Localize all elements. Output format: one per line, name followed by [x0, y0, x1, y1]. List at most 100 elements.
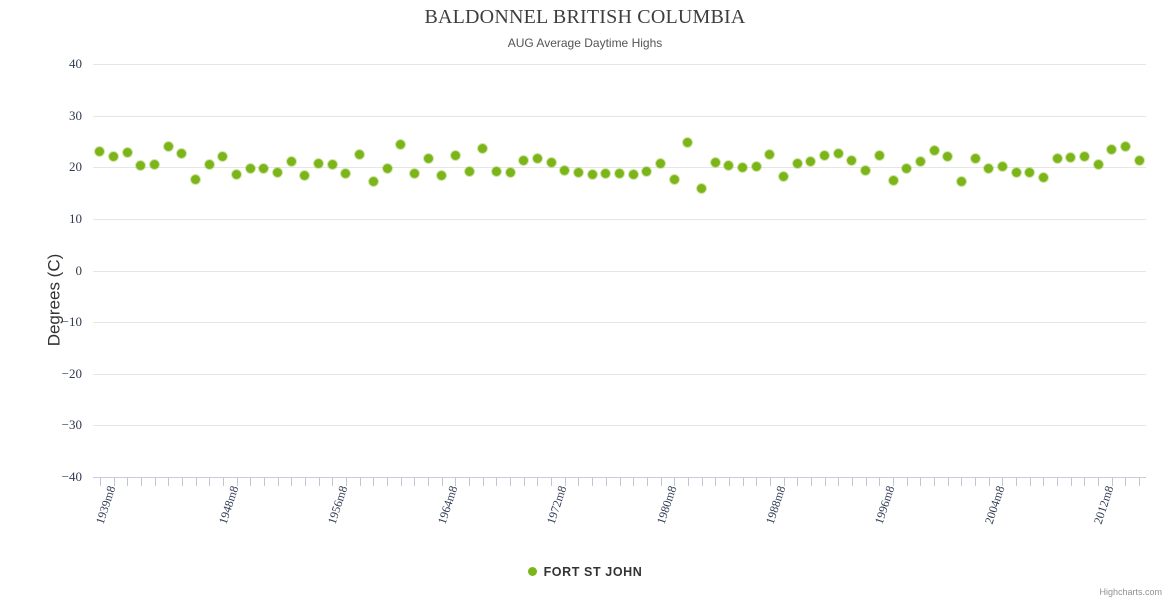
data-point[interactable] — [956, 176, 966, 186]
x-axis-tick — [455, 478, 457, 486]
data-point[interactable] — [902, 164, 912, 174]
data-point[interactable] — [765, 150, 775, 160]
data-point[interactable] — [888, 176, 898, 186]
data-point[interactable] — [245, 164, 255, 174]
gridline — [93, 218, 1146, 220]
x-axis-tick — [633, 478, 635, 486]
x-axis-tick — [1084, 478, 1086, 486]
data-point[interactable] — [546, 158, 556, 168]
data-point[interactable] — [191, 174, 201, 184]
gridline — [93, 322, 1146, 324]
data-point[interactable] — [204, 159, 214, 169]
data-point[interactable] — [997, 162, 1007, 172]
data-point[interactable] — [1120, 141, 1130, 151]
data-point[interactable] — [273, 167, 283, 177]
x-axis-tick — [687, 478, 689, 486]
x-axis-tick — [551, 478, 553, 486]
data-point[interactable] — [519, 156, 529, 166]
data-point[interactable] — [984, 164, 994, 174]
x-axis-tick — [674, 478, 676, 486]
data-point[interactable] — [779, 172, 789, 182]
data-point[interactable] — [464, 167, 474, 177]
data-point[interactable] — [601, 168, 611, 178]
data-point[interactable] — [300, 171, 310, 180]
data-point[interactable] — [806, 156, 816, 166]
data-point[interactable] — [382, 163, 392, 173]
data-point[interactable] — [587, 170, 597, 180]
data-point[interactable] — [95, 146, 105, 156]
data-point[interactable] — [628, 169, 638, 179]
data-point[interactable] — [683, 138, 693, 148]
y-axis-tick-label: −10 — [61, 314, 82, 330]
chart-title: BALDONNEL BRITISH COLUMBIA — [424, 6, 746, 28]
data-point[interactable] — [710, 157, 720, 167]
x-axis-tick — [414, 478, 416, 486]
legend-item-fort-st-john[interactable]: FORT ST JOHN — [527, 565, 643, 579]
data-point[interactable] — [423, 154, 433, 164]
data-point[interactable] — [724, 160, 734, 170]
data-point[interactable] — [943, 152, 953, 162]
data-point[interactable] — [1052, 154, 1062, 164]
x-axis-tick — [181, 478, 183, 486]
data-point[interactable] — [861, 165, 871, 175]
data-point[interactable] — [1093, 159, 1103, 169]
data-point[interactable] — [1134, 155, 1144, 165]
y-axis-tick-label: 10 — [69, 210, 82, 226]
data-point[interactable] — [573, 168, 583, 178]
data-point[interactable] — [1025, 168, 1035, 178]
data-point[interactable] — [669, 174, 679, 184]
data-point[interactable] — [874, 150, 884, 160]
data-point[interactable] — [1107, 145, 1117, 155]
data-point[interactable] — [505, 168, 515, 178]
data-point[interactable] — [109, 151, 118, 161]
data-point[interactable] — [177, 148, 187, 158]
x-axis-tick — [168, 478, 170, 486]
data-point[interactable] — [738, 162, 748, 172]
data-point[interactable] — [1011, 167, 1021, 177]
chart-subtitle: AUG Average Daytime Highs — [507, 36, 663, 50]
data-point[interactable] — [915, 157, 925, 167]
data-point[interactable] — [970, 154, 980, 164]
data-point[interactable] — [122, 147, 132, 157]
x-axis-tick — [1098, 478, 1100, 486]
data-point[interactable] — [150, 159, 160, 169]
x-axis-tick-label: 1980m8 — [653, 484, 679, 526]
x-axis-tick — [1070, 478, 1072, 486]
data-point[interactable] — [847, 155, 857, 165]
data-point[interactable] — [642, 166, 652, 176]
data-point[interactable] — [368, 176, 378, 186]
data-point[interactable] — [218, 152, 228, 162]
data-point[interactable] — [163, 141, 173, 151]
x-axis-tick — [605, 478, 607, 486]
gridline — [93, 167, 1146, 169]
data-point[interactable] — [437, 171, 447, 180]
data-point[interactable] — [396, 139, 406, 149]
data-point[interactable] — [751, 161, 761, 171]
x-axis-tick — [1111, 478, 1113, 486]
data-point[interactable] — [491, 166, 501, 176]
data-point[interactable] — [327, 160, 337, 170]
data-point[interactable] — [615, 169, 624, 179]
data-point[interactable] — [532, 153, 542, 163]
data-point[interactable] — [833, 148, 843, 158]
data-point[interactable] — [341, 168, 351, 178]
data-point[interactable] — [560, 165, 570, 175]
data-point[interactable] — [656, 158, 666, 168]
data-point[interactable] — [286, 157, 296, 167]
data-point[interactable] — [450, 151, 460, 161]
data-point[interactable] — [314, 159, 324, 169]
x-axis-tick — [619, 478, 621, 486]
data-point[interactable] — [1066, 152, 1076, 162]
data-point[interactable] — [409, 169, 419, 179]
data-point[interactable] — [232, 170, 242, 180]
data-point[interactable] — [929, 146, 939, 156]
data-point[interactable] — [355, 150, 365, 160]
data-point[interactable] — [792, 159, 802, 169]
data-point[interactable] — [1038, 173, 1048, 183]
data-point[interactable] — [697, 183, 707, 193]
data-point[interactable] — [136, 160, 146, 170]
data-point[interactable] — [478, 143, 488, 153]
data-point[interactable] — [259, 163, 269, 173]
data-point[interactable] — [1079, 151, 1089, 161]
data-point[interactable] — [820, 150, 830, 160]
